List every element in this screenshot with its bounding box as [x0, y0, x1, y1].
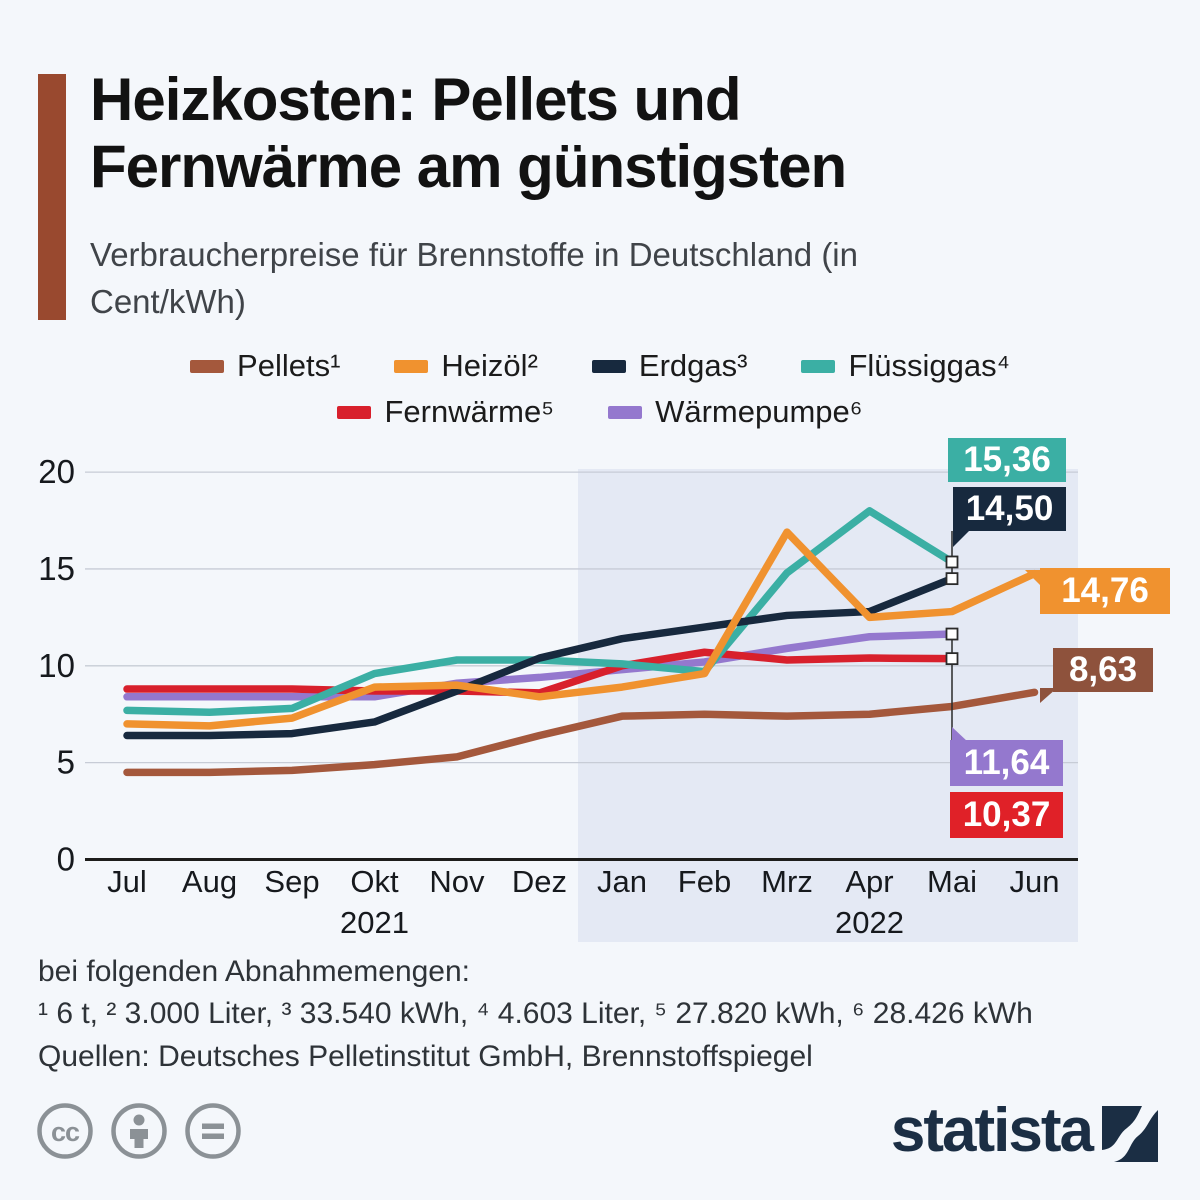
x-tick-Dez: Dez [512, 864, 567, 899]
x-tick-Mai: Mai [927, 864, 977, 899]
chart-area: 0 5 10 15 20 Jul Aug Sep Okt Nov Dez Jan Feb Mrz Apr Ma… [0, 430, 1200, 950]
legend-swatch-pellets [190, 359, 225, 373]
legend-label-pellets: Pellets¹ [237, 348, 341, 383]
series-line-pellets [123, 688, 1039, 777]
title-line-2: Fernwärme am günstigsten [90, 133, 847, 201]
line-chart: 0 5 10 15 20 Jul Aug Sep Okt Nov Dez Jan Feb Mrz Apr Ma… [38, 453, 1078, 942]
legend-swatch-heizoel [394, 359, 429, 373]
cc-license-icons: cc [36, 1102, 242, 1160]
y-tick-0: 0 [57, 841, 75, 878]
legend-item-fernwaerme: Fernwärme⁵ [337, 394, 554, 430]
chart-legend: Pellets¹ Heizöl² Erdgas³ Flüssiggas⁴ Fernwä… [0, 348, 1200, 430]
x-tick-Jun: Jun [1010, 864, 1060, 899]
statista-logo-icon [1102, 1106, 1158, 1162]
value-callout-erdgas: 14,50 [953, 487, 1066, 531]
title-accent-bar [38, 74, 66, 320]
legend-item-pellets: Pellets¹ [190, 348, 340, 384]
x-tick-Jul: Jul [107, 864, 147, 899]
footer-note-detail: ¹ 6 t, ² 3.000 Liter, ³ 33.540 kWh, ⁴ 4.… [38, 997, 1033, 1030]
x-tick-Nov: Nov [429, 864, 485, 899]
legend-label-waermepumpe: Wärmepumpe⁶ [655, 394, 863, 429]
end-marker-erdgas [945, 572, 959, 586]
legend-item-waermepumpe: Wärmepumpe⁶ [608, 394, 863, 430]
page-title: Heizkosten: Pellets und Fernwärme am gün… [90, 66, 1140, 200]
cc-by-person-icon [111, 1103, 167, 1159]
year-label-2022: 2022 [835, 905, 904, 940]
legend-row-1: Pellets¹ Heizöl² Erdgas³ Flüssiggas⁴ [190, 348, 1010, 384]
footer-sources: Quellen: Deutsches Pelletinstitut GmbH, … [38, 1040, 813, 1073]
value-callout-pellets: 8,63 [1053, 648, 1153, 692]
y-tick-10: 10 [38, 647, 75, 684]
cc-icon: cc [37, 1103, 93, 1159]
legend-item-heizoel: Heizöl² [394, 348, 538, 384]
x-tick-Feb: Feb [678, 864, 731, 899]
y-tick-15: 15 [38, 550, 75, 587]
legend-item-erdgas: Erdgas³ [591, 348, 748, 384]
x-tick-Sep: Sep [264, 864, 319, 899]
legend-row-2: Fernwärme⁵ Wärmepumpe⁶ [337, 394, 863, 430]
legend-label-erdgas: Erdgas³ [638, 348, 748, 383]
legend-label-heizoel: Heizöl² [441, 348, 538, 383]
legend-label-fluessiggas: Flüssiggas⁴ [848, 348, 1010, 383]
title-line-1: Heizkosten: Pellets und [90, 66, 741, 133]
year-label-2021: 2021 [340, 905, 409, 940]
series-line-heizoel [123, 528, 1039, 730]
series-line-erdgas [123, 574, 956, 740]
x-tick-Apr: Apr [845, 864, 893, 899]
value-callout-fernwaerme: 10,37 [950, 792, 1063, 838]
end-marker-waermepumpe [945, 627, 959, 641]
statista-branding: statista [891, 1100, 1158, 1162]
value-callout-waermepumpe: 11,64 [950, 740, 1063, 786]
value-callout-fluessiggas: 15,36 [948, 438, 1066, 482]
x-tick-Jan: Jan [597, 864, 647, 899]
legend-swatch-fernwaerme [337, 405, 372, 419]
highlight-region-2022 [578, 469, 1078, 942]
y-tick-20: 20 [38, 453, 75, 490]
footer-note-intro: bei folgenden Abnahmemengen: [38, 955, 471, 988]
series-line-fernwaerme [123, 648, 956, 697]
end-marker-fernwaerme [945, 652, 959, 666]
legend-label-fernwaerme: Fernwärme⁵ [384, 394, 555, 429]
value-callout-heizoel: 14,76 [1040, 568, 1170, 614]
x-tick-Aug: Aug [182, 864, 237, 899]
legend-swatch-fluessiggas [801, 359, 836, 373]
cc-nd-equals-icon [185, 1103, 241, 1159]
legend-swatch-waermepumpe [608, 405, 643, 419]
x-tick-Mrz: Mrz [761, 864, 813, 899]
subtitle: Verbraucherpreise für Brennstoffe in Deu… [90, 236, 858, 320]
legend-swatch-erdgas [591, 359, 626, 373]
end-marker-fluessiggas [945, 555, 959, 569]
legend-item-fluessiggas: Flüssiggas⁴ [801, 348, 1010, 384]
svg-text:cc: cc [51, 1117, 80, 1147]
series-line-waermepumpe [123, 630, 956, 701]
statista-wordmark: statista [890, 1096, 1094, 1165]
x-tick-Okt: Okt [350, 864, 399, 899]
y-tick-5: 5 [57, 744, 75, 781]
